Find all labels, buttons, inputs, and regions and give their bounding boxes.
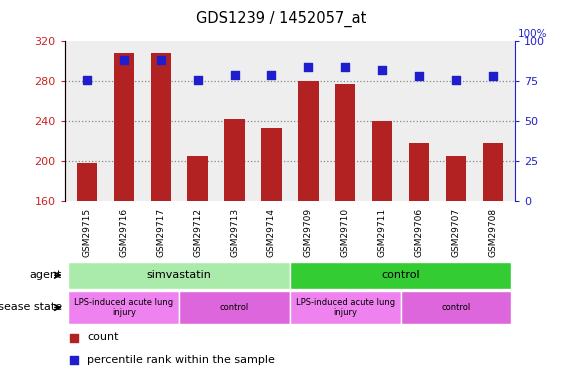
Point xyxy=(489,74,498,80)
Point xyxy=(341,64,350,70)
Text: agent: agent xyxy=(29,270,62,280)
Text: percentile rank within the sample: percentile rank within the sample xyxy=(87,355,275,365)
Bar xyxy=(483,143,503,201)
Bar xyxy=(372,121,392,201)
Bar xyxy=(446,156,466,201)
Text: control: control xyxy=(381,270,420,280)
Text: GSM29716: GSM29716 xyxy=(119,208,128,257)
Bar xyxy=(187,156,208,201)
Text: count: count xyxy=(87,333,119,342)
Bar xyxy=(114,53,134,201)
Point xyxy=(69,334,78,340)
Text: GSM29711: GSM29711 xyxy=(378,208,387,257)
Point xyxy=(156,57,165,63)
Bar xyxy=(225,119,245,201)
Text: LPS-induced acute lung
injury: LPS-induced acute lung injury xyxy=(74,298,173,317)
Point xyxy=(452,76,461,82)
Bar xyxy=(150,53,171,201)
Text: LPS-induced acute lung
injury: LPS-induced acute lung injury xyxy=(296,298,395,317)
Bar xyxy=(335,84,355,201)
Point xyxy=(69,357,78,363)
Bar xyxy=(261,128,282,201)
Point xyxy=(304,64,313,70)
Text: simvastatin: simvastatin xyxy=(147,270,212,280)
Point xyxy=(378,67,387,73)
Point xyxy=(267,72,276,78)
Bar xyxy=(290,291,401,324)
Text: 100%: 100% xyxy=(518,29,547,39)
Text: GSM29712: GSM29712 xyxy=(193,208,202,256)
Bar xyxy=(69,291,179,324)
Text: GSM29706: GSM29706 xyxy=(415,208,424,257)
Text: GSM29708: GSM29708 xyxy=(489,208,498,257)
Text: control: control xyxy=(441,303,471,312)
Bar xyxy=(77,163,97,201)
Text: GDS1239 / 1452057_at: GDS1239 / 1452057_at xyxy=(196,11,367,27)
Text: control: control xyxy=(220,303,249,312)
Bar xyxy=(409,143,430,201)
Point xyxy=(193,76,202,82)
Text: GSM29707: GSM29707 xyxy=(452,208,461,257)
Bar xyxy=(401,291,511,324)
Text: GSM29717: GSM29717 xyxy=(156,208,165,257)
Point xyxy=(230,72,239,78)
Point xyxy=(82,76,91,82)
Point xyxy=(119,57,128,63)
Text: GSM29715: GSM29715 xyxy=(82,208,91,257)
Bar xyxy=(69,262,290,289)
Bar xyxy=(179,291,290,324)
Bar xyxy=(298,81,319,201)
Text: GSM29709: GSM29709 xyxy=(304,208,313,257)
Bar xyxy=(290,262,511,289)
Point xyxy=(415,74,424,80)
Text: GSM29710: GSM29710 xyxy=(341,208,350,257)
Text: disease state: disease state xyxy=(0,303,62,312)
Text: GSM29714: GSM29714 xyxy=(267,208,276,256)
Text: GSM29713: GSM29713 xyxy=(230,208,239,257)
